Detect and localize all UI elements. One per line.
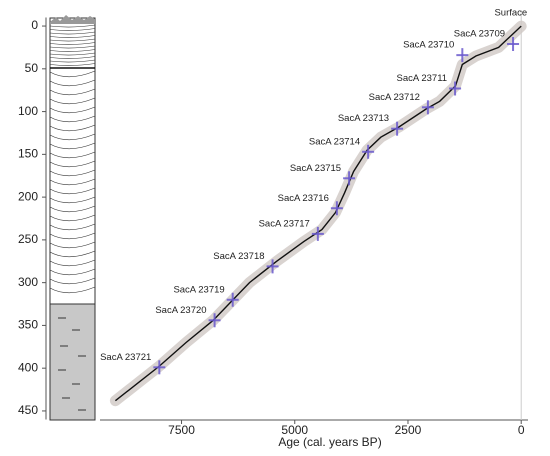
y-tick-label: 200 <box>18 189 38 203</box>
y-tick-label: 50 <box>25 61 39 75</box>
column-layer <box>49 63 96 66</box>
x-tick-label: 5000 <box>281 423 308 437</box>
column-layer <box>49 277 96 285</box>
y-tick-label: 400 <box>18 360 38 374</box>
column-layer <box>49 49 96 52</box>
y-tick-label: 150 <box>18 147 38 161</box>
x-tick-label: 7500 <box>168 423 195 437</box>
date-label: SacA 23717 <box>259 218 310 229</box>
date-marker <box>362 144 375 159</box>
column-layer <box>49 178 96 186</box>
column-layer <box>49 45 96 49</box>
date-marker <box>208 313 221 328</box>
column-layer <box>49 35 96 38</box>
date-label: SacA 23718 <box>213 251 264 262</box>
column-layer <box>49 124 96 132</box>
column-layer <box>49 151 96 159</box>
y-tick-label: 350 <box>18 318 38 332</box>
column-layer <box>49 38 96 42</box>
column-layer <box>49 28 96 31</box>
column-layer <box>49 79 96 87</box>
column-layer <box>49 250 96 258</box>
column-layer <box>49 187 96 195</box>
date-marker <box>266 259 279 274</box>
date-marker <box>226 292 239 307</box>
date-marker <box>153 360 166 375</box>
date-marker <box>507 37 520 52</box>
column-layer <box>49 88 96 96</box>
column-layer <box>49 59 96 63</box>
y-tick-label: 0 <box>31 18 38 32</box>
y-tick-label: 450 <box>18 403 38 417</box>
x-axis-label: Age (cal. years BP) <box>278 435 381 449</box>
date-label: SacA 23719 <box>173 284 224 295</box>
column-layer <box>49 42 96 45</box>
date-label: SacA 23720 <box>155 305 206 316</box>
date-label: SacA 23713 <box>338 113 389 124</box>
column-layer <box>49 241 96 249</box>
y-tick-label: 300 <box>18 275 38 289</box>
date-marker <box>330 201 343 216</box>
column-layer <box>49 268 96 276</box>
column-layer <box>49 169 96 177</box>
y-tick-label: 100 <box>18 104 38 118</box>
column-layer <box>49 97 96 105</box>
column-layer <box>49 31 96 35</box>
column-layer <box>49 52 96 56</box>
column-layer <box>49 214 96 222</box>
x-tick-label: 0 <box>518 423 525 437</box>
date-marker <box>391 121 404 136</box>
date-marker <box>421 100 434 115</box>
column-layer <box>49 24 96 28</box>
column-layer <box>49 232 96 240</box>
column-layer <box>49 106 96 114</box>
column-layer <box>49 56 96 59</box>
date-label: SacA 23709 <box>454 29 505 40</box>
date-label: SacA 23710 <box>403 40 454 51</box>
column-layer <box>49 196 96 204</box>
column-layer <box>49 115 96 123</box>
column-layer <box>49 70 96 78</box>
column-layer <box>49 286 96 294</box>
date-label: SacA 23721 <box>100 352 151 363</box>
y-tick-label: 250 <box>18 232 38 246</box>
column-top <box>50 15 95 24</box>
date-label: SacA 23716 <box>278 193 329 204</box>
date-label: SacA 23712 <box>369 92 420 103</box>
column-clay <box>49 303 96 421</box>
column-layer <box>49 205 96 213</box>
date-label: SacA 23711 <box>397 73 448 84</box>
date-marker <box>311 226 324 241</box>
date-label: SacA 23714 <box>309 136 360 147</box>
date-marker <box>449 81 462 96</box>
column-layer <box>49 142 96 150</box>
stratigraphic-column <box>49 15 96 421</box>
date-marker <box>456 48 469 63</box>
column-layer <box>49 259 96 267</box>
column-layer <box>49 223 96 231</box>
surface-label: Surface <box>494 8 527 19</box>
date-marker <box>343 171 356 186</box>
column-layer <box>49 160 96 168</box>
model-envelope <box>109 20 527 407</box>
date-label: SacA 23715 <box>290 163 341 174</box>
x-tick-label: 2500 <box>395 423 422 437</box>
column-layer <box>49 133 96 141</box>
